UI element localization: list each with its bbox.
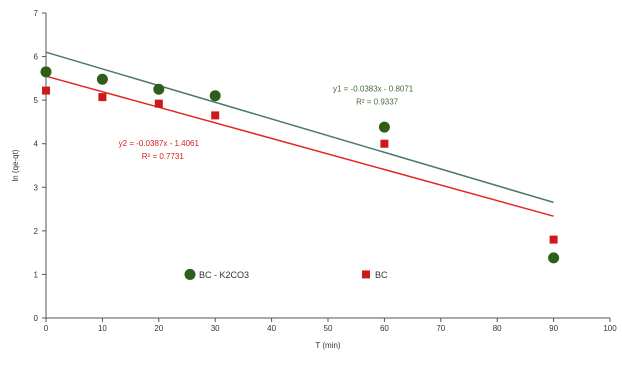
- legend: BC - K2CO3 BC: [184, 268, 388, 280]
- x-tick-label: 30: [211, 324, 220, 333]
- y-tick-label: 4: [34, 140, 39, 149]
- point-series-0: [40, 66, 52, 78]
- point-series-0: [548, 252, 560, 264]
- trendline-r2: R² = 0.7731: [142, 152, 185, 161]
- x-tick-label: 20: [154, 324, 163, 333]
- legend-label: BC - K2CO3: [199, 270, 249, 280]
- point-series-1: [154, 99, 163, 108]
- x-tick-label: 80: [493, 324, 502, 333]
- x-tick-label: 70: [436, 324, 445, 333]
- trendline-series-0: [45, 51, 554, 204]
- y-tick-label: 5: [34, 96, 39, 105]
- y-tick-label: 7: [34, 9, 39, 18]
- x-tick-label: 90: [549, 324, 558, 333]
- point-series-0: [153, 83, 165, 95]
- trendline-equation: y1 = -0.0383x - 0.8071: [333, 84, 414, 93]
- y-tick-label: 0: [34, 314, 39, 323]
- point-series-1: [380, 139, 389, 148]
- x-axis-title: T (min): [315, 341, 341, 350]
- point-series-0: [96, 73, 108, 85]
- point-series-1: [98, 93, 107, 102]
- legend-marker-series-1: [362, 270, 370, 279]
- point-series-1: [42, 86, 50, 95]
- x-tick-label: 0: [44, 324, 49, 333]
- x-tick-label: 40: [267, 324, 276, 333]
- x-tick-label: 100: [603, 324, 617, 333]
- y-tick-label: 2: [34, 227, 39, 236]
- trendline-equations: y1 = -0.0383x - 0.8071 R² = 0.9337 y2 = -0…: [119, 84, 414, 160]
- legend-label: BC: [375, 270, 388, 280]
- trendline-series-1: [45, 75, 554, 217]
- x-tick-label: 60: [380, 324, 389, 333]
- y-axis-title: ln (qe-qt): [11, 149, 20, 181]
- trendlines: [45, 51, 554, 217]
- x-tick-label: 10: [98, 324, 107, 333]
- chart-ticks: 0 10 20 30 40 50 60 70 80 90 100 0 1 2 3 4 5 6 7: [34, 9, 618, 333]
- point-series-1: [549, 235, 558, 244]
- y-tick-label: 3: [34, 183, 39, 192]
- point-series-1: [211, 111, 220, 120]
- y-tick-label: 1: [34, 270, 39, 279]
- chart-axes: [45, 13, 610, 319]
- y-tick-label: 6: [34, 53, 39, 62]
- x-tick-label: 50: [324, 324, 333, 333]
- data-points: [40, 66, 560, 264]
- trendline-r2: R² = 0.9337: [356, 97, 399, 106]
- trendline-equation: y2 = -0.0387x - 1.4061: [119, 139, 200, 148]
- legend-marker-series-0: [184, 268, 196, 280]
- point-series-0: [378, 121, 390, 133]
- point-series-0: [209, 90, 221, 102]
